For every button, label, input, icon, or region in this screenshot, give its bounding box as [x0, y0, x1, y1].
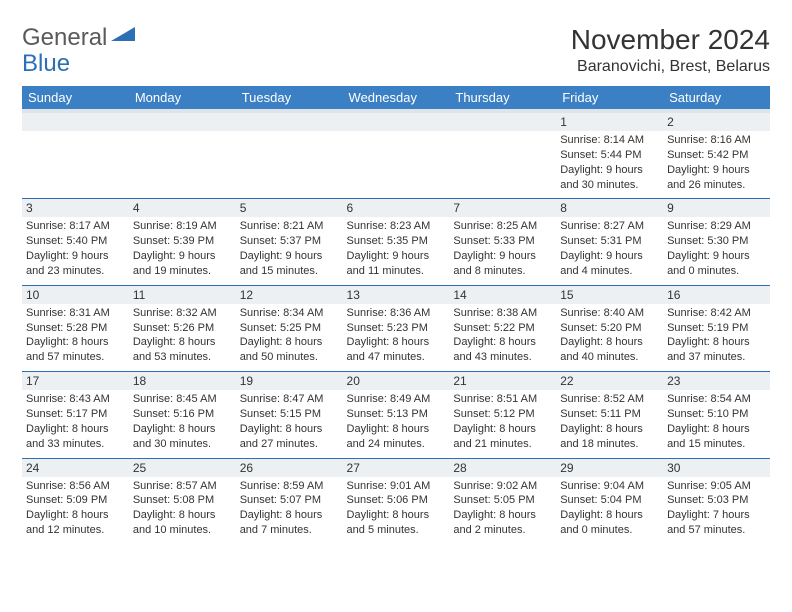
- day-content-cell: Sunrise: 8:34 AMSunset: 5:25 PMDaylight:…: [236, 304, 343, 372]
- day-content-cell: Sunrise: 9:02 AMSunset: 5:05 PMDaylight:…: [449, 477, 556, 544]
- day-content-cell: Sunrise: 8:42 AMSunset: 5:19 PMDaylight:…: [663, 304, 770, 372]
- day-content-row: Sunrise: 8:17 AMSunset: 5:40 PMDaylight:…: [22, 217, 770, 285]
- day-number-row: 3456789: [22, 199, 770, 218]
- weekday-header: Saturday: [663, 86, 770, 111]
- day-number-cell: 20: [343, 372, 450, 391]
- day-number-cell: 17: [22, 372, 129, 391]
- day-content-row: Sunrise: 8:43 AMSunset: 5:17 PMDaylight:…: [22, 390, 770, 458]
- day-number-cell: [343, 111, 450, 131]
- day-content-row: Sunrise: 8:56 AMSunset: 5:09 PMDaylight:…: [22, 477, 770, 544]
- header: General November 2024 Baranovichi, Brest…: [22, 24, 770, 76]
- day-number-cell: 26: [236, 458, 343, 477]
- day-content-cell: [129, 131, 236, 199]
- day-number-cell: 11: [129, 285, 236, 304]
- day-number-cell: 21: [449, 372, 556, 391]
- day-number-cell: 10: [22, 285, 129, 304]
- day-content-cell: Sunrise: 8:57 AMSunset: 5:08 PMDaylight:…: [129, 477, 236, 544]
- logo: General: [22, 24, 137, 52]
- logo-triangle-icon: [111, 24, 137, 52]
- day-number-cell: 3: [22, 199, 129, 218]
- title-block: November 2024 Baranovichi, Brest, Belaru…: [571, 24, 770, 76]
- day-content-row: Sunrise: 8:31 AMSunset: 5:28 PMDaylight:…: [22, 304, 770, 372]
- day-content-cell: Sunrise: 8:54 AMSunset: 5:10 PMDaylight:…: [663, 390, 770, 458]
- logo-text-1: General: [22, 24, 107, 52]
- day-number-cell: 8: [556, 199, 663, 218]
- weekday-header: Sunday: [22, 86, 129, 111]
- day-number-cell: 27: [343, 458, 450, 477]
- day-content-cell: Sunrise: 8:14 AMSunset: 5:44 PMDaylight:…: [556, 131, 663, 199]
- day-content-cell: [22, 131, 129, 199]
- day-number-cell: 22: [556, 372, 663, 391]
- day-content-cell: Sunrise: 8:32 AMSunset: 5:26 PMDaylight:…: [129, 304, 236, 372]
- day-number-cell: 28: [449, 458, 556, 477]
- weekday-header-row: SundayMondayTuesdayWednesdayThursdayFrid…: [22, 86, 770, 111]
- day-content-cell: Sunrise: 8:31 AMSunset: 5:28 PMDaylight:…: [22, 304, 129, 372]
- day-number-cell: 24: [22, 458, 129, 477]
- day-number-cell: 9: [663, 199, 770, 218]
- day-number-cell: [129, 111, 236, 131]
- day-number-cell: 18: [129, 372, 236, 391]
- day-content-cell: Sunrise: 8:36 AMSunset: 5:23 PMDaylight:…: [343, 304, 450, 372]
- weekday-header: Wednesday: [343, 86, 450, 111]
- day-number-cell: 30: [663, 458, 770, 477]
- day-number-row: 12: [22, 111, 770, 131]
- day-content-cell: Sunrise: 9:01 AMSunset: 5:06 PMDaylight:…: [343, 477, 450, 544]
- day-content-cell: Sunrise: 8:29 AMSunset: 5:30 PMDaylight:…: [663, 217, 770, 285]
- day-number-cell: 29: [556, 458, 663, 477]
- weekday-header: Thursday: [449, 86, 556, 111]
- day-content-cell: [449, 131, 556, 199]
- day-number-cell: 12: [236, 285, 343, 304]
- day-number-row: 17181920212223: [22, 372, 770, 391]
- day-content-cell: Sunrise: 8:45 AMSunset: 5:16 PMDaylight:…: [129, 390, 236, 458]
- day-content-cell: Sunrise: 8:56 AMSunset: 5:09 PMDaylight:…: [22, 477, 129, 544]
- day-number-cell: 23: [663, 372, 770, 391]
- day-number-row: 10111213141516: [22, 285, 770, 304]
- day-content-cell: [236, 131, 343, 199]
- day-content-cell: Sunrise: 8:47 AMSunset: 5:15 PMDaylight:…: [236, 390, 343, 458]
- day-number-cell: 25: [129, 458, 236, 477]
- day-content-cell: [343, 131, 450, 199]
- location-text: Baranovichi, Brest, Belarus: [571, 58, 770, 76]
- day-number-cell: 19: [236, 372, 343, 391]
- day-number-cell: 15: [556, 285, 663, 304]
- day-content-cell: Sunrise: 8:25 AMSunset: 5:33 PMDaylight:…: [449, 217, 556, 285]
- day-content-cell: Sunrise: 8:40 AMSunset: 5:20 PMDaylight:…: [556, 304, 663, 372]
- day-content-cell: Sunrise: 8:19 AMSunset: 5:39 PMDaylight:…: [129, 217, 236, 285]
- day-content-cell: Sunrise: 8:21 AMSunset: 5:37 PMDaylight:…: [236, 217, 343, 285]
- day-number-cell: [449, 111, 556, 131]
- day-content-cell: Sunrise: 8:16 AMSunset: 5:42 PMDaylight:…: [663, 131, 770, 199]
- day-content-cell: Sunrise: 8:49 AMSunset: 5:13 PMDaylight:…: [343, 390, 450, 458]
- day-content-cell: Sunrise: 9:04 AMSunset: 5:04 PMDaylight:…: [556, 477, 663, 544]
- day-content-cell: Sunrise: 8:23 AMSunset: 5:35 PMDaylight:…: [343, 217, 450, 285]
- weekday-header: Tuesday: [236, 86, 343, 111]
- day-number-cell: 2: [663, 111, 770, 131]
- day-content-cell: Sunrise: 8:52 AMSunset: 5:11 PMDaylight:…: [556, 390, 663, 458]
- day-number-cell: 4: [129, 199, 236, 218]
- day-number-row: 24252627282930: [22, 458, 770, 477]
- day-number-cell: 6: [343, 199, 450, 218]
- day-number-cell: [22, 111, 129, 131]
- day-content-cell: Sunrise: 8:51 AMSunset: 5:12 PMDaylight:…: [449, 390, 556, 458]
- day-content-cell: Sunrise: 8:43 AMSunset: 5:17 PMDaylight:…: [22, 390, 129, 458]
- weekday-header: Friday: [556, 86, 663, 111]
- day-number-cell: 16: [663, 285, 770, 304]
- weekday-header: Monday: [129, 86, 236, 111]
- day-number-cell: [236, 111, 343, 131]
- day-content-cell: Sunrise: 8:27 AMSunset: 5:31 PMDaylight:…: [556, 217, 663, 285]
- page-title: November 2024: [571, 24, 770, 56]
- day-content-cell: Sunrise: 8:17 AMSunset: 5:40 PMDaylight:…: [22, 217, 129, 285]
- day-content-row: Sunrise: 8:14 AMSunset: 5:44 PMDaylight:…: [22, 131, 770, 199]
- day-content-cell: Sunrise: 8:59 AMSunset: 5:07 PMDaylight:…: [236, 477, 343, 544]
- day-number-cell: 13: [343, 285, 450, 304]
- day-number-cell: 5: [236, 199, 343, 218]
- day-number-cell: 7: [449, 199, 556, 218]
- day-content-cell: Sunrise: 9:05 AMSunset: 5:03 PMDaylight:…: [663, 477, 770, 544]
- day-number-cell: 14: [449, 285, 556, 304]
- logo-text-2: Blue: [22, 50, 70, 78]
- day-content-cell: Sunrise: 8:38 AMSunset: 5:22 PMDaylight:…: [449, 304, 556, 372]
- calendar-table: SundayMondayTuesdayWednesdayThursdayFrid…: [22, 86, 770, 544]
- day-number-cell: 1: [556, 111, 663, 131]
